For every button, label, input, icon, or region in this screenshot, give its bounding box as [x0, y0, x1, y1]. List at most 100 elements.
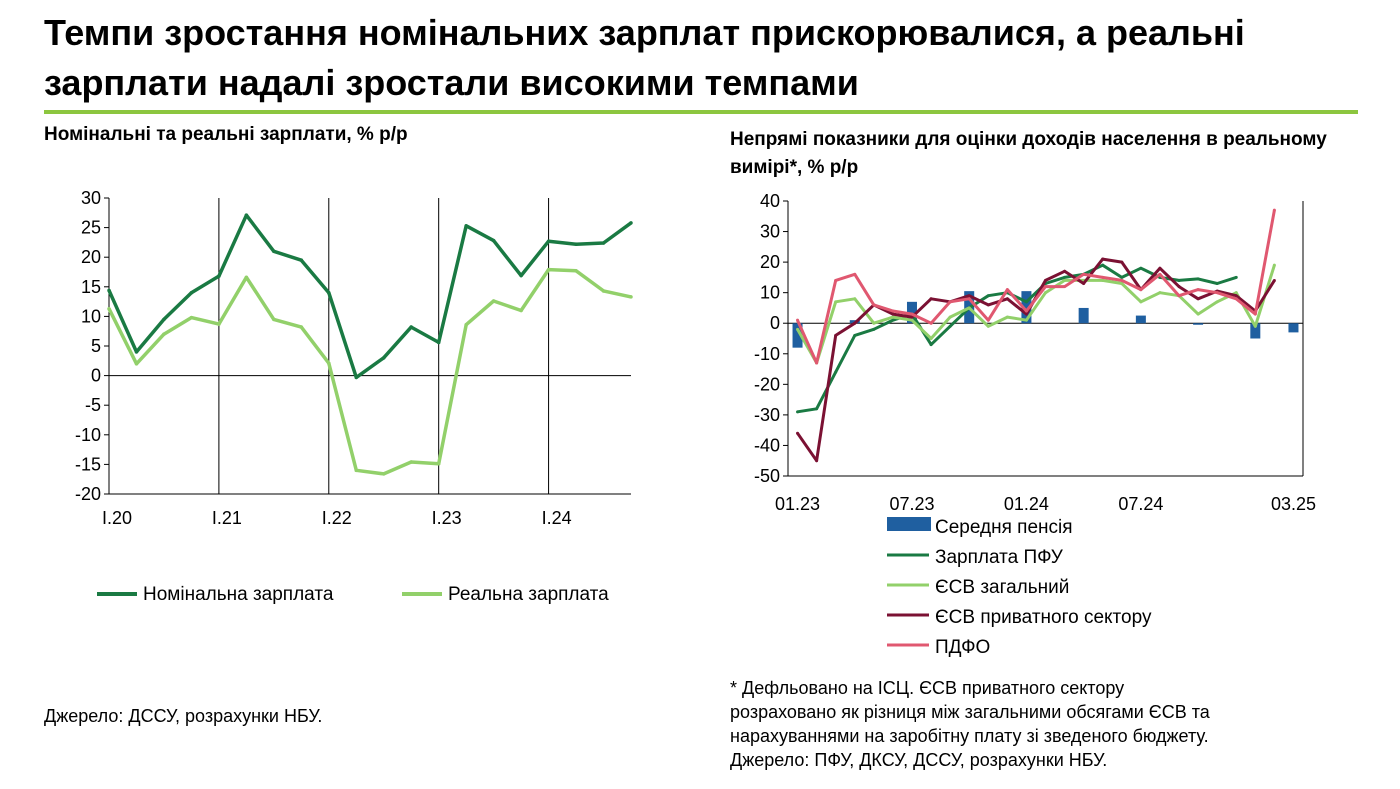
pension-bar [1135, 315, 1146, 324]
data-point [796, 318, 800, 322]
data-point [948, 324, 952, 328]
legend-label: ПДФО [935, 637, 990, 658]
y-tick-label: 10 [760, 283, 780, 303]
footnote-line: * Дефльовано на ІСЦ. ЄСВ приватного сект… [730, 678, 1125, 698]
data-point [910, 318, 914, 322]
y-tick-label: 5 [91, 336, 101, 356]
y-tick-label: -50 [754, 466, 780, 486]
data-point [134, 362, 139, 366]
data-point [1253, 324, 1257, 328]
data-point [1196, 288, 1200, 292]
data-point [1234, 297, 1238, 301]
data-point [464, 322, 468, 327]
data-point [1044, 285, 1047, 289]
data-point [1101, 275, 1105, 279]
data-point [1024, 318, 1028, 322]
data-point [1005, 315, 1009, 319]
data-point [519, 273, 523, 278]
data-point [891, 318, 895, 322]
y-tick-label: 20 [81, 247, 101, 267]
legend-label: Номінальна зарплата [143, 584, 334, 605]
data-point [354, 468, 359, 473]
legend-label: ЄСВ загальний [935, 577, 1069, 598]
series-line [796, 264, 1276, 365]
data-point [1063, 278, 1067, 282]
data-point [244, 275, 249, 280]
title-underline [44, 110, 1358, 114]
pension-bar [1193, 323, 1204, 325]
x-tick-label: I.24 [542, 508, 572, 528]
y-tick-label: -30 [754, 405, 780, 425]
data-point [1158, 291, 1162, 295]
y-tick-label: 0 [770, 313, 780, 333]
data-point [574, 242, 578, 246]
data-point [162, 332, 166, 336]
data-point [601, 289, 606, 293]
data-point [1234, 291, 1238, 295]
data-point [1196, 312, 1200, 316]
pension-bar [792, 323, 803, 348]
data-point [891, 309, 895, 313]
data-point [986, 324, 990, 328]
y-tick-label: 40 [760, 191, 780, 211]
y-tick-label: 30 [760, 222, 780, 242]
x-tick-label: I.23 [432, 508, 462, 528]
data-point [796, 431, 800, 435]
data-point [929, 297, 933, 301]
data-point [107, 288, 111, 293]
y-tick-label: -10 [754, 344, 780, 364]
data-point [796, 410, 800, 414]
data-point [853, 333, 857, 337]
data-point [162, 317, 166, 322]
data-point [409, 460, 413, 464]
data-point [1063, 275, 1067, 279]
left-chart-title: Номінальні та реальні зарплати, % р/р [44, 124, 408, 145]
data-point [853, 272, 857, 276]
data-point [272, 317, 276, 322]
data-point [244, 213, 249, 217]
data-point [1215, 282, 1219, 285]
data-point [1272, 263, 1276, 267]
y-tick-label: 10 [81, 306, 101, 326]
y-tick-label: 20 [760, 252, 780, 272]
data-point [1044, 278, 1047, 282]
x-tick-label: 01.23 [775, 494, 820, 514]
data-point [986, 303, 990, 307]
data-point [574, 269, 578, 273]
data-point [519, 308, 523, 313]
data-point [601, 241, 606, 245]
data-point [436, 462, 441, 466]
x-tick-label: I.22 [322, 508, 352, 528]
series-line [796, 209, 1276, 365]
data-point [986, 318, 990, 322]
data-point [354, 375, 359, 380]
data-point [986, 294, 990, 298]
data-point [929, 321, 933, 325]
legend-label: Реальна зарплата [448, 584, 609, 605]
data-point [491, 238, 496, 243]
y-tick-label: -10 [75, 425, 101, 445]
data-point [834, 333, 838, 337]
data-point [815, 459, 819, 463]
data-point [834, 278, 838, 282]
data-point [546, 267, 551, 272]
series-line [107, 267, 632, 476]
data-point [1005, 288, 1009, 292]
data-point [872, 303, 876, 307]
y-tick-label: -15 [75, 454, 101, 474]
data-point [1177, 294, 1181, 298]
data-point [1139, 266, 1143, 270]
data-point [1196, 277, 1200, 281]
x-tick-label: 07.23 [889, 494, 934, 514]
right-chart-footnote: * Дефльовано на ІСЦ. ЄСВ приватного сект… [730, 676, 1390, 772]
data-point [189, 290, 194, 295]
page-title: Темпи зростання номінальних зарплат прис… [44, 12, 1245, 103]
data-point [1272, 278, 1276, 282]
data-point [796, 327, 800, 331]
x-tick-label: 07.24 [1118, 494, 1163, 514]
y-tick-label: -40 [754, 435, 780, 455]
data-point [853, 297, 857, 301]
data-point [872, 327, 876, 331]
y-tick-label: -20 [754, 374, 780, 394]
